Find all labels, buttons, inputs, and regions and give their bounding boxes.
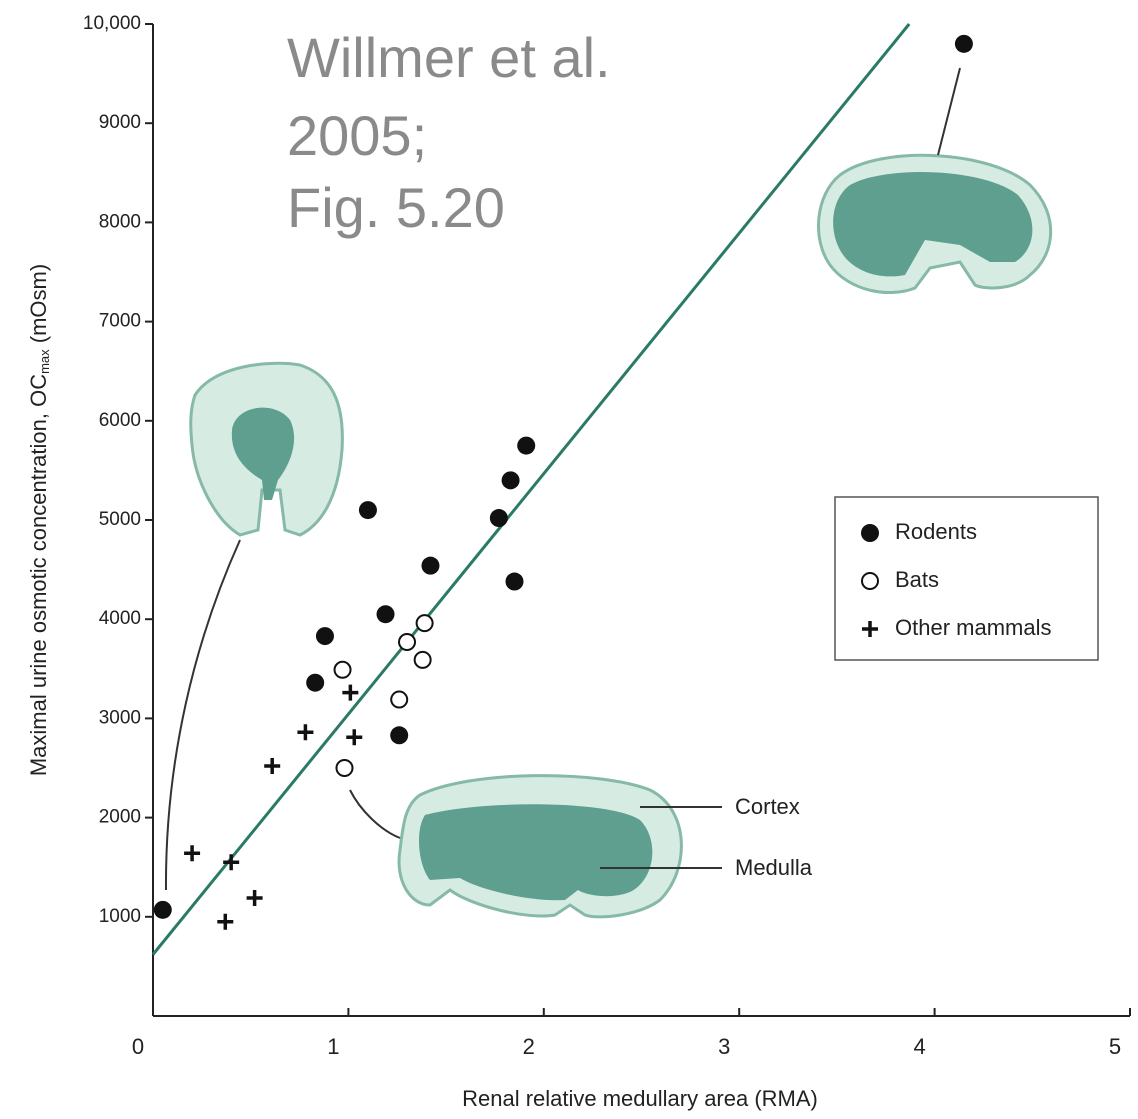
annotation: Willmer et al. 2005; Fig. 5.20 [287, 26, 626, 239]
legend-label: Other mammals [895, 615, 1051, 640]
legend-marker [862, 621, 878, 637]
data-point [398, 633, 417, 652]
annotation-line: 2005; [287, 104, 427, 167]
y-tick-label: 6000 [99, 410, 141, 431]
data-point [335, 759, 354, 777]
legend-box [834, 496, 1099, 661]
data-point [223, 854, 240, 871]
x-tick-label: 0 [132, 1034, 144, 1059]
x-axis-label: Renal relative medullary area (RMA) [462, 1086, 818, 1111]
y-tick-label: 4000 [99, 608, 141, 629]
data-point [415, 614, 434, 633]
data-point [153, 900, 172, 919]
y-axis-label-sub: max [37, 349, 52, 374]
data-point [489, 509, 508, 528]
part-label: Medulla [735, 855, 813, 880]
y-axis-label: Maximal urine osmotic concentration, OCm… [26, 264, 53, 776]
part-label: Cortex [735, 794, 800, 819]
x-tick-label: 4 [913, 1034, 925, 1059]
legend-marker [861, 572, 879, 590]
data-point [184, 845, 201, 862]
y-tick-label: 3000 [99, 707, 141, 728]
data-point [246, 889, 263, 906]
y-tick-label: 1000 [99, 906, 141, 927]
y-axis-label-tail: (mOsm) [26, 264, 51, 350]
y-tick-label: 2000 [99, 807, 141, 828]
x-tick-label: 3 [718, 1034, 730, 1059]
legend-label: Bats [895, 567, 939, 592]
data-point [342, 684, 359, 701]
data-point [501, 471, 520, 490]
data-point [217, 913, 234, 930]
trend-line [151, 23, 911, 956]
legend-marker [861, 524, 879, 542]
data-point [376, 605, 395, 624]
data-point [954, 34, 973, 53]
data-point [390, 690, 409, 709]
y-tick-label: 8000 [99, 211, 141, 232]
legend-label: Rodents [895, 519, 977, 544]
data-point [333, 660, 352, 679]
x-tick-label: 5 [1109, 1034, 1121, 1059]
y-tick-label: 10,000 [83, 13, 141, 34]
data-point [306, 673, 325, 692]
data-point [315, 627, 334, 646]
data-point [297, 724, 314, 741]
x-tick-label: 1 [327, 1034, 339, 1059]
data-point [505, 572, 524, 591]
data-point [358, 501, 377, 520]
annotation-line: Fig. 5.20 [287, 176, 505, 239]
y-tick-label: 7000 [99, 311, 141, 332]
y-axis-label-text: Maximal urine osmotic concentration, OC [26, 374, 51, 776]
y-tick-label: 5000 [99, 509, 141, 530]
x-tick-label: 2 [523, 1034, 535, 1059]
data-point [264, 758, 281, 775]
data-point [346, 729, 363, 746]
y-tick-label: 9000 [99, 112, 141, 133]
data-point [390, 726, 409, 745]
data-point [421, 556, 440, 575]
kidney-illustrations [164, 67, 1053, 919]
annotation-line: Willmer et al. [287, 26, 611, 89]
data-point [413, 650, 432, 669]
data-point [517, 436, 536, 455]
